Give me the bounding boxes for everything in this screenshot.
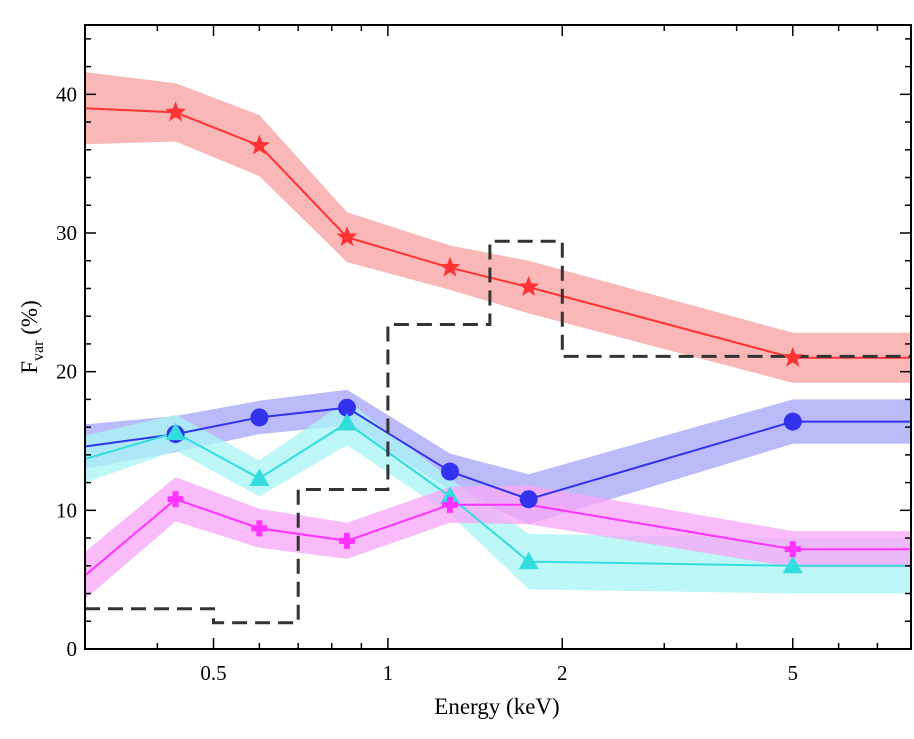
marker-s0-5: [782, 346, 804, 367]
x-tick-label: 1: [383, 661, 394, 685]
marker-s2-1.75: [518, 551, 539, 570]
marker-s2-0.43: [165, 422, 186, 441]
y-tick-label: 10: [56, 498, 77, 522]
y-tick-label: 0: [67, 637, 78, 661]
y-axis-label-suffix: (%): [17, 300, 42, 340]
marker-s0-1.75: [518, 276, 540, 296]
dashed-step-model: [85, 239, 911, 625]
marker-s0-0.43: [165, 101, 186, 122]
marker-s2-5: [782, 555, 803, 574]
y-axis-label-main: F: [17, 361, 42, 374]
marker-s3-0.43: [167, 491, 184, 508]
series-line-0: [84, 107, 911, 359]
marker-s2-0.6: [249, 468, 270, 486]
x-tick-label: 2: [557, 661, 568, 685]
marker-s1-0.85: [337, 398, 356, 417]
marker-s1-1.28: [440, 462, 459, 481]
marker-s0-0.85: [336, 226, 358, 247]
error-band-0: [85, 72, 911, 383]
marker-s3-0.6: [251, 520, 268, 537]
series-line-3: [84, 498, 911, 577]
y-axis-label-sub: var: [30, 340, 47, 361]
error-bands: [85, 72, 911, 600]
marker-s2-1.28: [439, 486, 460, 504]
x-axis-label: Energy (keV): [434, 694, 559, 719]
series-lines: [84, 107, 911, 577]
step-model-line: [85, 239, 911, 625]
marker-s3-5: [784, 541, 801, 558]
x-tick-label: 0.5: [200, 661, 226, 685]
series-line-1: [84, 406, 911, 501]
marker-s0-0.6: [248, 134, 270, 155]
series-line-2: [84, 421, 911, 567]
marker-s2-0.85: [336, 412, 357, 431]
x-tick-labels: 0.5 1 2 5: [200, 661, 798, 685]
plot-frame: [84, 24, 912, 650]
error-band-1: [85, 389, 911, 525]
y-tick-label: 20: [56, 360, 77, 384]
y-tick-labels: 0 10 20 30 40: [56, 82, 77, 661]
x-tick-label: 5: [788, 661, 799, 685]
y-tick-label: 40: [56, 82, 77, 106]
marker-s1-0.6: [250, 408, 269, 427]
y-axis-label: Fvar (%): [17, 300, 47, 373]
axis-ticks: [84, 25, 912, 650]
marker-s1-1.75: [519, 490, 538, 509]
data-markers: [165, 101, 804, 574]
error-band-3: [85, 477, 911, 600]
marker-s1-5: [783, 412, 802, 431]
y-tick-label: 30: [56, 221, 77, 245]
marker-s0-1.28: [439, 256, 461, 277]
marker-s3-0.85: [338, 532, 355, 549]
marker-s3-1.28: [441, 496, 458, 513]
